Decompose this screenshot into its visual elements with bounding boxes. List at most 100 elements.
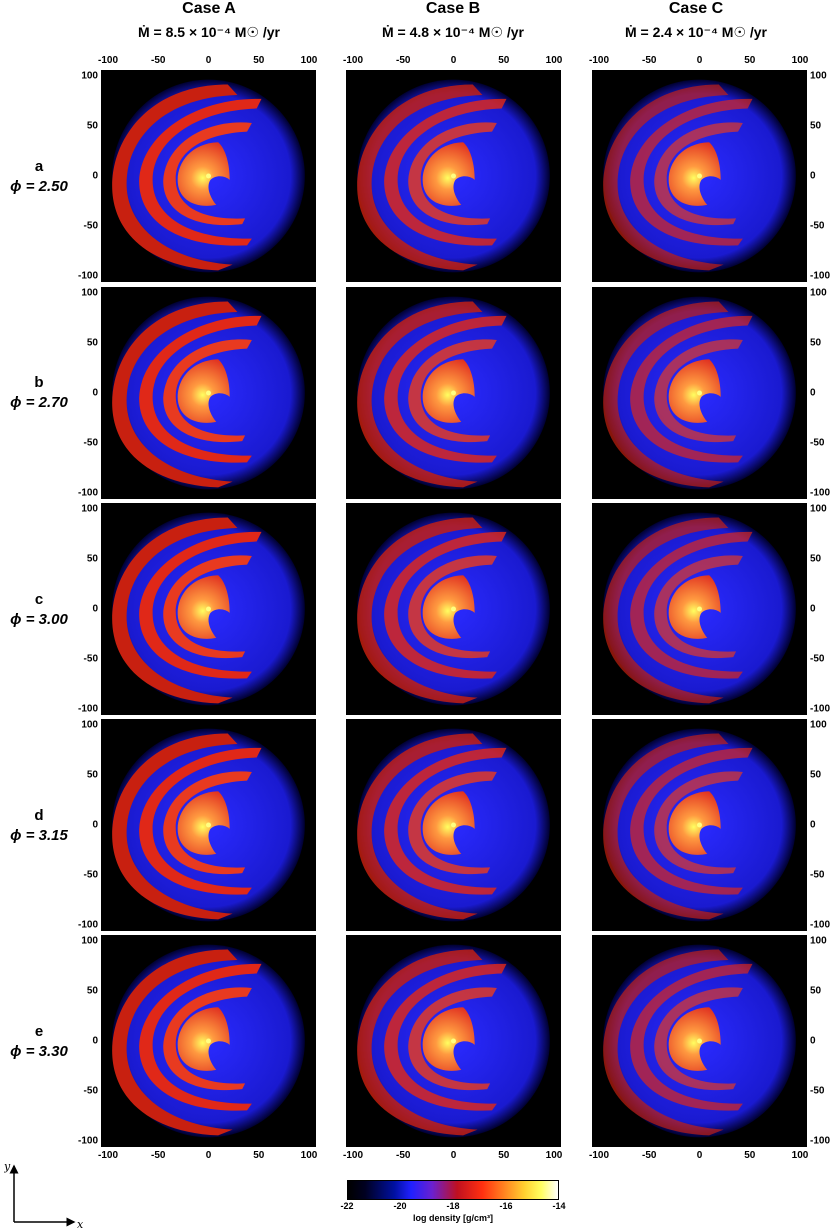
colorbar-tick: -20: [393, 1201, 407, 1211]
central-core: [668, 791, 721, 855]
row-label-b: b ϕ = 2.70: [0, 373, 78, 413]
x-tick-bottom: 100: [545, 1150, 563, 1161]
row-letter: d: [34, 807, 44, 824]
case-b-mass-loss-rate: Ṁ = 4.8 × 10⁻⁴ M☉ /yr: [381, 24, 525, 40]
x-tick-top: 0: [696, 55, 703, 66]
y-tick-right: -50: [810, 220, 825, 232]
y-tick-right: -50: [810, 869, 825, 881]
density-panel-case-b-row-a: [346, 70, 561, 282]
central-star: [450, 822, 457, 828]
middle-spiral-arm: [630, 531, 753, 679]
density-panel-case-c-row-b: [592, 287, 807, 499]
y-tick-right: -100: [810, 703, 831, 715]
central-core: [422, 359, 475, 423]
x-tick-top: 50: [253, 55, 265, 66]
y-tick-right: 100: [810, 287, 827, 299]
y-axis-letter: y: [4, 1160, 11, 1173]
central-star: [205, 1038, 212, 1044]
inner-spiral-arm: [163, 555, 252, 659]
central-star: [205, 606, 212, 612]
colorbar-tick: -16: [499, 1201, 513, 1211]
outer-spiral-arm: [603, 301, 729, 488]
y-tick-right: 50: [810, 985, 822, 997]
x-tick-top: 0: [450, 55, 457, 66]
inner-spiral-arm: [163, 122, 252, 226]
outer-spiral-arm: [603, 84, 729, 271]
outer-spiral-arm: [357, 949, 483, 1136]
x-tick-top: -100: [588, 55, 610, 66]
central-core: [177, 359, 230, 423]
density-panel-case-a-row-d: [101, 719, 316, 931]
inner-spiral-arm: [163, 339, 252, 443]
central-core: [422, 1007, 475, 1071]
inner-spiral-arm: [408, 339, 497, 443]
y-tick-right: 50: [810, 337, 822, 349]
outer-spiral-arm: [357, 84, 483, 271]
inner-spiral-arm: [408, 771, 497, 875]
y-tick-left: 50: [86, 120, 98, 132]
middle-spiral-arm: [139, 747, 262, 895]
density-panel-case-c-row-a: [592, 70, 807, 282]
outer-spiral-arm: [357, 517, 483, 704]
outer-spiral-arm: [357, 733, 483, 920]
x-tick-bottom: -100: [588, 1150, 610, 1161]
colorbar: -22 -20 -18 -16 -14 log density [g/cm³]: [340, 1180, 566, 1223]
density-panel-case-b-row-b: [346, 287, 561, 499]
central-star: [450, 1038, 457, 1044]
inner-spiral-arm: [654, 987, 743, 1091]
y-tick-left: -100: [77, 270, 98, 282]
y-tick-left: 0: [92, 603, 98, 615]
x-tick-bottom: -50: [396, 1150, 411, 1161]
inner-spiral-arm: [408, 122, 497, 226]
x-tick-bottom: 100: [300, 1150, 318, 1161]
y-tick-right: 100: [810, 70, 827, 82]
x-tick-bottom: 0: [450, 1150, 457, 1161]
central-star: [205, 173, 212, 179]
central-core: [668, 142, 721, 206]
row-letter: a: [34, 158, 44, 175]
density-panel-case-b-row-e: [346, 935, 561, 1147]
y-tick-left: 50: [86, 553, 98, 565]
x-tick-bottom: -50: [151, 1150, 166, 1161]
case-b-title: Case B: [425, 0, 481, 17]
middle-spiral-arm: [384, 747, 507, 895]
x-axis-letter: x: [77, 1218, 84, 1230]
middle-spiral-arm: [384, 98, 507, 246]
inner-spiral-arm: [654, 339, 743, 443]
colorbar-tick: -14: [552, 1201, 566, 1211]
inner-spiral-arm: [408, 987, 497, 1091]
central-core: [422, 575, 475, 639]
axes-direction-indicator: y x: [4, 1160, 84, 1230]
outer-spiral-arm: [603, 517, 729, 704]
x-tick-bottom: 0: [205, 1150, 212, 1161]
case-c-mass-loss-rate: Ṁ = 2.4 × 10⁻⁴ M☉ /yr: [624, 24, 768, 40]
y-tick-left: 50: [86, 337, 98, 349]
y-tick-right: 50: [810, 769, 822, 781]
row-phi: ϕ = 3.15: [10, 827, 68, 844]
x-tick-bottom: 100: [791, 1150, 809, 1161]
central-core: [177, 1007, 230, 1071]
inner-spiral-arm: [654, 771, 743, 875]
row-letter: b: [34, 374, 44, 391]
row-label-d: d ϕ = 3.15: [0, 806, 78, 846]
density-panel-case-a-row-b: [101, 287, 316, 499]
middle-spiral-arm: [630, 963, 753, 1111]
middle-spiral-arm: [630, 747, 753, 895]
outer-spiral-arm: [112, 301, 238, 488]
density-panel-case-b-row-c: [346, 503, 561, 715]
inner-spiral-arm: [654, 122, 743, 226]
density-panel-case-c-row-d: [592, 719, 807, 931]
row-letter: c: [34, 591, 44, 608]
case-a-title: Case A: [182, 0, 236, 17]
row-phi: ϕ = 3.30: [10, 1043, 68, 1060]
y-tick-right: 0: [810, 819, 816, 831]
central-core: [668, 1007, 721, 1071]
density-panel-case-a-row-c: [101, 503, 316, 715]
middle-spiral-arm: [384, 315, 507, 463]
y-tick-left: 0: [92, 387, 98, 399]
x-tick-bottom: 50: [253, 1150, 265, 1161]
y-tick-left: 0: [92, 170, 98, 182]
middle-spiral-arm: [384, 963, 507, 1111]
central-core: [177, 142, 230, 206]
central-star: [696, 1038, 703, 1044]
